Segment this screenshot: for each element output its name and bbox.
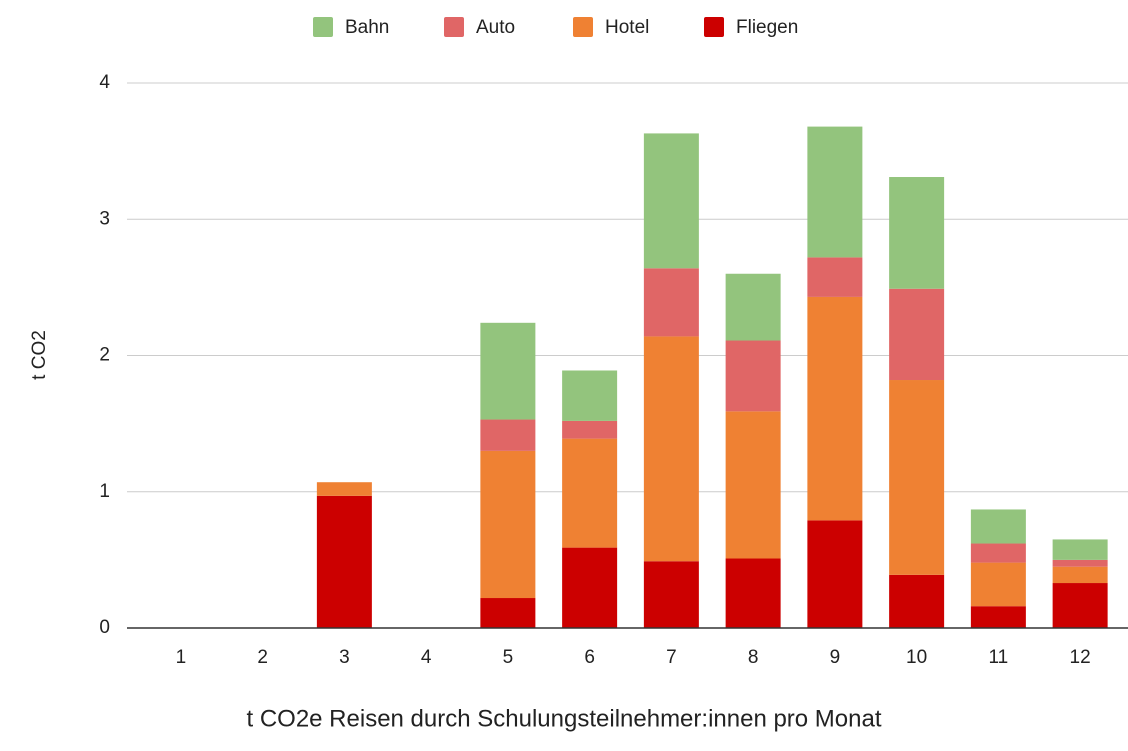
bar-segment: [480, 598, 536, 628]
bar-segment: [316, 482, 372, 496]
x-tick-label: 4: [421, 647, 432, 668]
legend-swatch: [573, 17, 593, 37]
bar-segment: [970, 606, 1026, 628]
y-tick-label: 2: [99, 345, 110, 366]
bar-segment: [725, 558, 781, 628]
x-tick-label: 12: [1070, 647, 1091, 668]
legend-label: Auto: [476, 17, 515, 38]
bar-segment: [889, 288, 945, 381]
bar-segment: [643, 133, 699, 269]
bar-segment: [1052, 566, 1108, 584]
legend-swatch: [704, 17, 724, 37]
bar-segment: [562, 420, 618, 439]
bar-segment: [1052, 539, 1108, 560]
bar-segment: [970, 543, 1026, 563]
legend-swatch: [444, 17, 464, 37]
x-tick-label: 8: [748, 647, 759, 668]
bar-segment: [725, 411, 781, 559]
bar-segment: [480, 322, 536, 420]
bar-segment: [807, 520, 863, 628]
y-tick-label: 3: [99, 208, 110, 229]
bar-segment: [889, 574, 945, 628]
bar-segment: [970, 562, 1026, 607]
x-tick-label: 5: [503, 647, 514, 668]
bar-segment: [562, 438, 618, 548]
y-tick-label: 1: [99, 481, 110, 502]
legend-label: Hotel: [605, 17, 649, 38]
bar-segment: [1052, 559, 1108, 567]
bar-segment: [643, 336, 699, 562]
bar-segment: [643, 561, 699, 628]
bar-segment: [480, 419, 536, 451]
bar-segment: [807, 296, 863, 521]
legend-swatch: [313, 17, 333, 37]
x-tick-label: 3: [339, 647, 350, 668]
legend-label: Bahn: [345, 17, 389, 38]
bar-segment: [562, 370, 618, 421]
x-tick-label: 1: [176, 647, 187, 668]
bar-segment: [889, 177, 945, 289]
bar-segment: [316, 495, 372, 628]
bar-segment: [889, 380, 945, 575]
y-tick-label: 4: [99, 72, 110, 93]
bar-segment: [725, 340, 781, 412]
bar-segment: [562, 547, 618, 628]
y-axis-label: t CO2: [29, 330, 50, 380]
x-tick-label: 9: [830, 647, 841, 668]
x-tick-label: 7: [666, 647, 677, 668]
bar-segment: [725, 273, 781, 341]
x-tick-label: 2: [257, 647, 268, 668]
x-tick-label: 6: [584, 647, 595, 668]
x-tick-label: 10: [906, 647, 927, 668]
x-tick-label: 11: [989, 647, 1009, 668]
bar-segment: [480, 450, 536, 599]
bar-segment: [643, 268, 699, 337]
legend-label: Fliegen: [736, 17, 798, 38]
bar-segment: [807, 257, 863, 297]
bar-segment: [970, 509, 1026, 544]
y-tick-label: 0: [99, 617, 110, 638]
bar-segment: [807, 126, 863, 258]
bar-segment: [1052, 583, 1108, 628]
chart-title: t CO2e Reisen durch Schulungsteilnehmer:…: [246, 705, 881, 732]
